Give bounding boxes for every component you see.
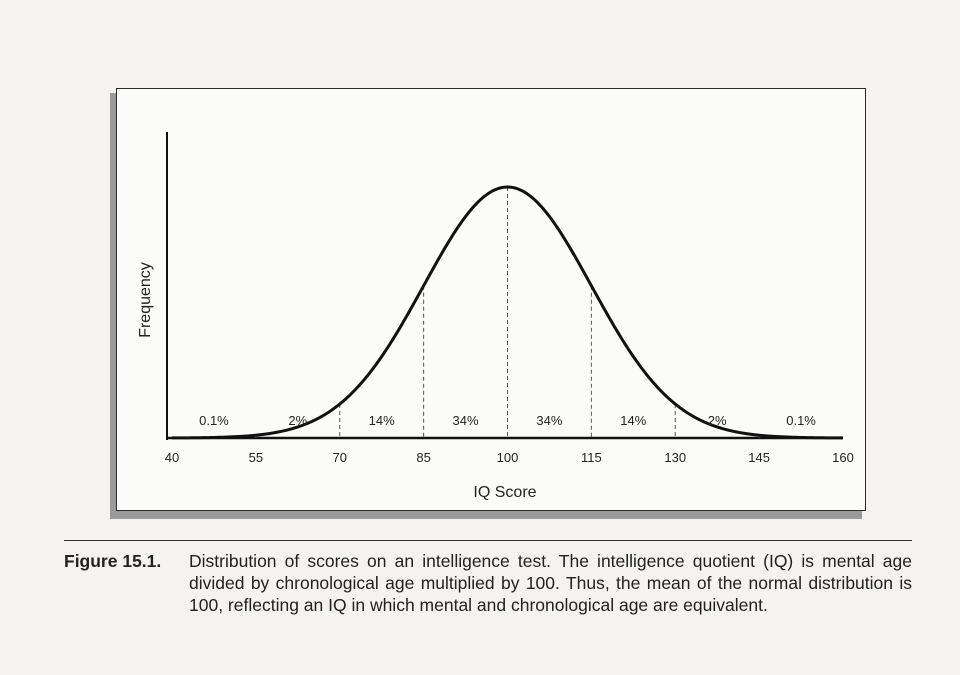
region-label: 14% xyxy=(620,413,646,428)
x-tick-label: 55 xyxy=(249,450,263,465)
x-tick-label: 70 xyxy=(333,450,347,465)
x-tick-label: 145 xyxy=(748,450,770,465)
y-axis-label: Frequency xyxy=(137,262,154,338)
x-axis-label: IQ Score xyxy=(473,484,536,501)
region-label: 14% xyxy=(369,413,395,428)
caption-rule xyxy=(64,540,912,541)
x-tick-labels: 40 55 70 85 100 115 130 145 160 xyxy=(165,450,854,465)
caption-label: Figure 15.1. xyxy=(64,551,162,571)
region-label: 0.1% xyxy=(786,413,816,428)
caption-text: Distribution of scores on an intelligenc… xyxy=(189,551,912,615)
region-label: 2% xyxy=(708,413,727,428)
bell-curve-chart: 0.1% 2% 14% 34% 34% 14% 2% 0.1% 40 55 70 85 100 115 1… xyxy=(137,132,854,501)
x-tick-label: 100 xyxy=(497,450,519,465)
x-tick-label: 130 xyxy=(664,450,686,465)
dashed-dividers xyxy=(255,187,760,438)
figure-box xyxy=(116,88,866,511)
region-labels: 0.1% 2% 14% 34% 34% 14% 2% 0.1% xyxy=(199,413,816,428)
region-label: 0.1% xyxy=(199,413,229,428)
region-label: 34% xyxy=(536,413,562,428)
region-label: 34% xyxy=(453,413,479,428)
normal-curve xyxy=(171,185,844,440)
region-label: 2% xyxy=(288,413,307,428)
x-tick-label: 85 xyxy=(416,450,430,465)
x-tick-label: 160 xyxy=(832,450,854,465)
x-tick-label: 40 xyxy=(165,450,179,465)
x-tick-label: 115 xyxy=(581,450,602,465)
